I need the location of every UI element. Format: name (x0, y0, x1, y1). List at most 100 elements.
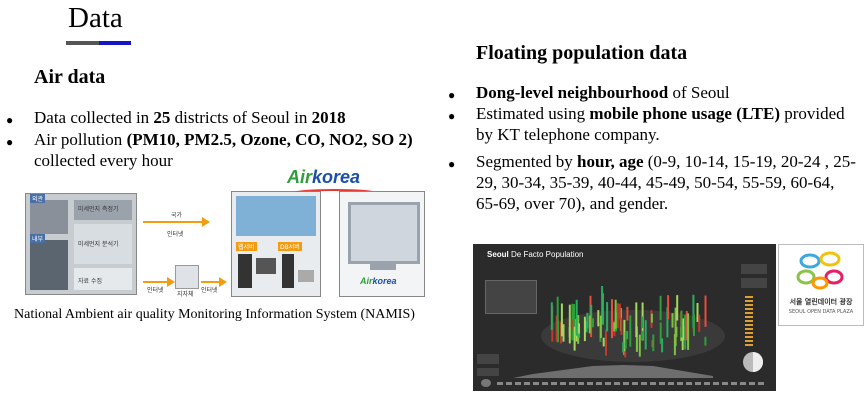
population-bar (586, 312, 589, 329)
server-tower (238, 254, 252, 288)
population-bar (556, 296, 559, 332)
dashboard-info-box (485, 280, 537, 314)
population-bar (626, 306, 629, 321)
population-bar (704, 336, 707, 346)
label-db-server: DB서버 (278, 242, 302, 251)
floating-population-heading: Floating population data (476, 42, 688, 64)
arrow-local-1 (143, 281, 169, 283)
label-internet-3: 인터넷 (201, 287, 218, 294)
population-bar (605, 329, 607, 356)
population-bar (578, 331, 581, 338)
population-bar (680, 310, 683, 338)
text: of Seoul (668, 83, 730, 102)
monitor-stand (370, 264, 396, 270)
population-bar (685, 311, 688, 341)
dashboard-title: Seoul De Facto Population (487, 250, 584, 259)
air-data-heading: Air data (34, 66, 106, 88)
namis-diagram: 외관 내부 미세먼지 측정기 미세먼지 분석기 자료 수집 국가 인터넷 인터넷… (25, 167, 425, 298)
logo-english-text: SEOUL OPEN DATA PLAZA (788, 309, 854, 315)
population-bar (673, 334, 676, 356)
population-bar (573, 304, 576, 327)
population-bar (568, 304, 571, 344)
namis-caption: National Ambient air quality Monitoring … (14, 307, 415, 322)
population-bar (623, 319, 626, 356)
server-monitor (256, 258, 276, 274)
population-bar (635, 302, 638, 337)
label-local-gov: 지자체 (177, 291, 194, 298)
logo-korea: korea (312, 167, 361, 187)
floating-bullet-3: ● Segmented by hour, age (0-9, 10-14, 15… (448, 151, 860, 214)
dashboard-time-slider[interactable] (497, 382, 767, 385)
population-bar (629, 315, 632, 347)
population-bar (624, 332, 627, 349)
arrow-head (202, 217, 210, 227)
label-analyzer: 미세먼지 분석기 (78, 241, 119, 248)
population-bar (693, 314, 695, 336)
dong-level-label: Dong-level neighbourhood (476, 83, 669, 102)
text: districts of Seoul in (170, 108, 312, 127)
population-bar (626, 331, 629, 340)
text: Estimated using (476, 104, 590, 123)
population-bar (613, 322, 616, 332)
text: (0-9, 10-14, 15-19, 20-24 , 25-29, 30-34… (476, 152, 856, 213)
population-bar (562, 324, 565, 342)
local-gov-server (175, 265, 199, 289)
population-bar (704, 295, 707, 327)
dashboard-play-icon[interactable] (481, 379, 491, 387)
population-bar (585, 321, 588, 333)
station-rack-photo (30, 240, 68, 290)
dashboard-legend-2 (477, 368, 499, 376)
logo-korean-text: 서울 열린데이터 광장 (789, 298, 853, 306)
label-web-server: 웹서버 (236, 242, 257, 251)
population-bar (583, 316, 586, 342)
population-bar (620, 317, 623, 335)
population-bar (614, 299, 617, 329)
dashboard-filter-2 (741, 278, 767, 288)
population-bar (692, 294, 695, 328)
arrow-national (143, 221, 203, 223)
population-bar (592, 318, 594, 328)
pollutant-list: (PM10, PM2.5, Ozone, CO, NO2, SO 2) (126, 130, 413, 149)
label-internet-2: 인터넷 (147, 287, 164, 294)
population-bar (557, 321, 559, 343)
analyzer-photo (74, 224, 132, 264)
segment-label: hour, age (577, 152, 644, 171)
population-bar (676, 295, 679, 321)
population-bar (573, 319, 576, 351)
arrow-local-2 (201, 281, 221, 283)
year: 2018 (311, 108, 346, 127)
server-photo-panel: 웹서버 DB서버 (231, 191, 321, 297)
population-bar (560, 303, 563, 337)
station-photo-panel: 외관 내부 미세먼지 측정기 미세먼지 분석기 자료 수집 (25, 193, 137, 295)
population-bar (602, 337, 605, 347)
open-data-plaza-symbol (796, 251, 844, 290)
arrow-head (167, 277, 175, 287)
arrow-head (219, 277, 227, 287)
logger-photo (74, 268, 132, 290)
bullet-dot: ● (448, 88, 456, 102)
population-bar (590, 317, 593, 338)
label-logger: 자료 수집 (78, 278, 102, 285)
population-bar (606, 302, 609, 332)
seoul-open-data-plaza-logo: 서울 열린데이터 광장 SEOUL OPEN DATA PLAZA (778, 244, 864, 326)
bullet-dot: ● (6, 113, 14, 127)
population-bar (666, 307, 669, 338)
db-tower (282, 254, 294, 288)
dashboard-legend-1 (477, 354, 499, 364)
label-national: 국가 (171, 212, 183, 219)
pm-sampler-photo (74, 200, 132, 220)
population-bar (575, 332, 578, 342)
population-3d-map (541, 286, 725, 362)
label-pm: 미세먼지 측정기 (78, 206, 119, 213)
population-bar (578, 323, 580, 334)
population-bar (644, 320, 647, 350)
population-bar (575, 299, 578, 336)
page-title: Data (68, 2, 123, 34)
logo-korea: korea (372, 276, 397, 286)
population-bar (684, 314, 687, 350)
monitor-airkorea-logo: Airkorea (360, 276, 397, 286)
population-bar (550, 302, 553, 330)
population-bar (616, 303, 619, 329)
population-bar (641, 316, 643, 329)
label-inner: 내부 (30, 234, 46, 243)
